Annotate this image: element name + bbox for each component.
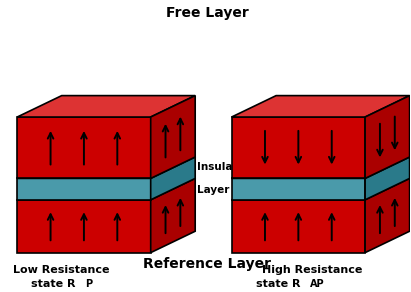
Polygon shape: [232, 178, 410, 200]
Polygon shape: [365, 178, 410, 253]
Polygon shape: [232, 200, 365, 253]
Polygon shape: [232, 95, 410, 117]
Polygon shape: [17, 117, 151, 178]
Text: Low Resistance: Low Resistance: [14, 265, 110, 275]
Polygon shape: [17, 178, 151, 200]
Polygon shape: [17, 95, 195, 117]
Polygon shape: [17, 200, 151, 253]
Polygon shape: [17, 178, 195, 200]
Polygon shape: [232, 157, 410, 178]
Text: Free Layer: Free Layer: [166, 6, 249, 20]
Text: Reference Layer: Reference Layer: [143, 257, 271, 271]
Polygon shape: [365, 95, 410, 178]
Polygon shape: [151, 178, 195, 253]
Text: state R: state R: [256, 279, 300, 289]
Polygon shape: [151, 157, 195, 200]
Text: Layer: Layer: [197, 185, 230, 195]
Text: P: P: [85, 279, 92, 289]
Polygon shape: [365, 157, 410, 200]
Text: AP: AP: [309, 279, 324, 289]
Text: state R: state R: [31, 279, 76, 289]
Polygon shape: [151, 95, 195, 178]
Text: Insulating: Insulating: [197, 162, 256, 172]
Polygon shape: [232, 178, 365, 200]
Polygon shape: [17, 157, 195, 178]
Text: High Resistance: High Resistance: [262, 265, 363, 275]
Polygon shape: [232, 117, 365, 178]
